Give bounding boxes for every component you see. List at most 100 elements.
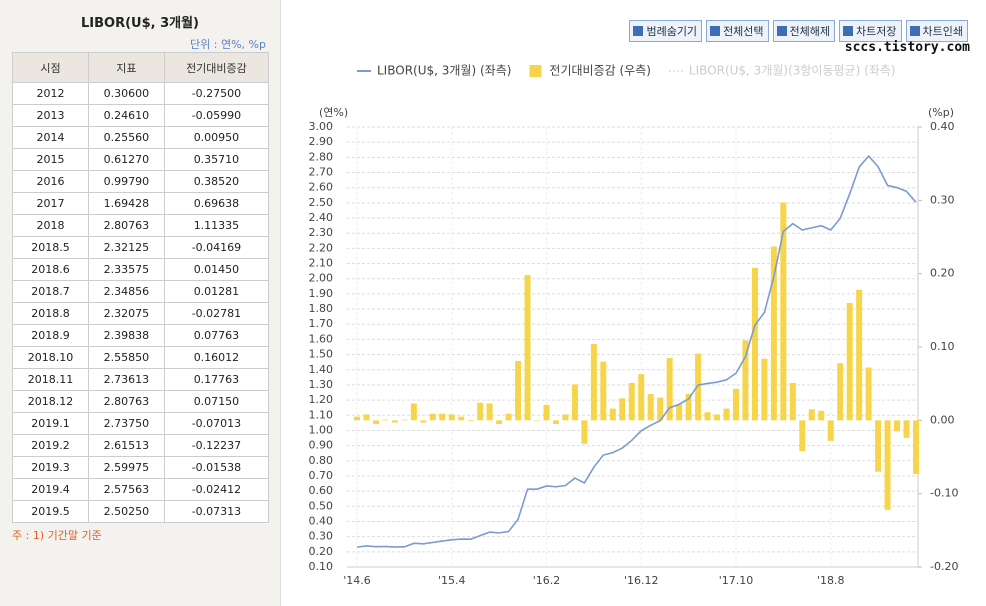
table-cell: -0.12237 — [163, 434, 270, 457]
table-cell: 2.50250 — [87, 500, 165, 523]
bar — [354, 416, 360, 421]
y-tick-label: 2.70 — [309, 166, 334, 179]
table-cell: 2.34856 — [87, 280, 165, 303]
bar — [714, 414, 721, 421]
table-cell: 1.11335 — [163, 214, 270, 237]
bar — [856, 289, 863, 421]
button-label: 차트저장 — [856, 25, 897, 38]
table-row: 2019.3 2.59975 -0.01538 — [12, 456, 270, 479]
y-tick-label: 3.00 — [309, 120, 334, 133]
toolbar-button[interactable]: 전체선택 — [706, 20, 769, 42]
table-cell: 2.80763 — [87, 390, 165, 413]
table-row: 2019.2 2.61513 -0.12237 — [12, 434, 270, 457]
bar — [505, 413, 512, 421]
x-tick-label: '14.6 — [343, 574, 371, 587]
bar — [808, 409, 815, 421]
table-cell: 2018.12 — [12, 390, 89, 413]
y-tick-label: 0.80 — [309, 454, 334, 467]
bar — [894, 420, 901, 432]
bar — [391, 420, 398, 423]
table-cell: 2014 — [12, 126, 89, 149]
y-tick-label: 0.40 — [309, 514, 334, 527]
legend-label: 전기대비증감 (우측) — [549, 64, 651, 78]
bar — [695, 353, 702, 421]
y2-tick-label: 0.40 — [930, 120, 955, 133]
table-cell: 0.07150 — [163, 390, 270, 413]
table-cell: 2.73750 — [87, 412, 165, 435]
table-cell: 2013 — [12, 104, 89, 127]
table-cell: 0.17763 — [163, 368, 270, 391]
table-cell: -0.07013 — [163, 412, 270, 435]
bar — [666, 358, 673, 421]
table-cell: 2019.4 — [12, 478, 89, 501]
table-cell: 2018.5 — [12, 236, 89, 259]
y2-tick-label: 0.00 — [930, 413, 955, 426]
table-cell: 2.32075 — [87, 302, 165, 325]
table-row: 2018.12 2.80763 0.07150 — [12, 390, 270, 413]
table-cell: 2019.3 — [12, 456, 89, 479]
table-row: 2015 0.61270 0.35710 — [12, 148, 270, 171]
y2-tick-label: 0.30 — [930, 193, 955, 206]
x-tick-label: '15.4 — [438, 574, 466, 587]
bar — [401, 419, 408, 421]
table-cell: 2016 — [12, 170, 89, 193]
y-tick-label: 2.80 — [309, 150, 334, 163]
bar — [628, 382, 635, 421]
table-cell: 0.30600 — [87, 82, 165, 105]
table-cell: 2017 — [12, 192, 89, 215]
bar — [846, 303, 853, 421]
y-tick-label: 1.00 — [309, 423, 334, 436]
table-cell: -0.02781 — [163, 302, 270, 325]
y-tick-label: 2.50 — [309, 196, 334, 209]
table-cell: 0.24610 — [87, 104, 165, 127]
bar — [657, 397, 664, 421]
y2-tick-label: 0.10 — [930, 340, 955, 353]
y-tick-label: 1.40 — [309, 363, 334, 376]
y-tick-label: 2.20 — [309, 241, 334, 254]
y-tick-label: 0.60 — [309, 484, 334, 497]
table-row: 2018.11 2.73613 0.17763 — [12, 368, 270, 391]
bar — [761, 358, 768, 421]
bar — [827, 420, 834, 441]
bar — [581, 420, 588, 444]
data-table: 시점 지표 전기대비증감 2012 0.30600 -0.27500 2013 0.24610… — [12, 52, 270, 523]
y-tick-label: 1.10 — [309, 408, 334, 421]
bar — [723, 408, 730, 421]
button-label: 범례숨기기 — [646, 25, 698, 38]
bar — [818, 410, 825, 421]
table-cell: 2018.7 — [12, 280, 89, 303]
x-tick-label: '18.8 — [817, 574, 845, 587]
table-cell: 0.35710 — [163, 148, 270, 171]
bar — [448, 414, 455, 421]
bar — [534, 420, 541, 421]
table-cell: -0.02412 — [163, 478, 270, 501]
y2-tick-label: 0.20 — [930, 267, 955, 280]
table-row: 2018.9 2.39838 0.07763 — [12, 324, 270, 347]
bar — [780, 202, 787, 421]
table-cell: 2018.11 — [12, 368, 89, 391]
table-cell: 2019.1 — [12, 412, 89, 435]
x-tick-label: '17.10 — [719, 574, 754, 587]
table-cell: 2.59975 — [87, 456, 165, 479]
toolbar-button[interactable]: 차트저장 — [839, 20, 902, 42]
y-tick-label: 2.10 — [309, 257, 334, 270]
table-cell: 2019.5 — [12, 500, 89, 523]
table-cell: 2018 — [12, 214, 89, 237]
bar — [590, 344, 597, 421]
chart: (연%) (%p) 0.10 0.20 0.30 0.40 0.50 0.60 0.70 0.80… — [309, 64, 959, 588]
bar — [837, 363, 844, 421]
table-cell: 2018.9 — [12, 324, 89, 347]
y-tick-label: 1.30 — [309, 378, 334, 391]
table-cell: 0.69638 — [163, 192, 270, 215]
toolbar-button[interactable]: 전체해제 — [772, 20, 836, 42]
toolbar-button[interactable]: 차트인쇄 — [905, 20, 968, 42]
bar — [799, 420, 806, 452]
y-tick-label: 1.50 — [309, 348, 334, 361]
y-tick-label: 0.90 — [309, 439, 334, 452]
toolbar-button[interactable]: 범례숨기기 — [629, 20, 703, 42]
bar — [875, 420, 882, 472]
bar — [420, 420, 427, 423]
table-row: 2019.5 2.50250 -0.07313 — [12, 500, 270, 523]
table-row: 2014 0.25560 0.00950 — [12, 126, 270, 149]
